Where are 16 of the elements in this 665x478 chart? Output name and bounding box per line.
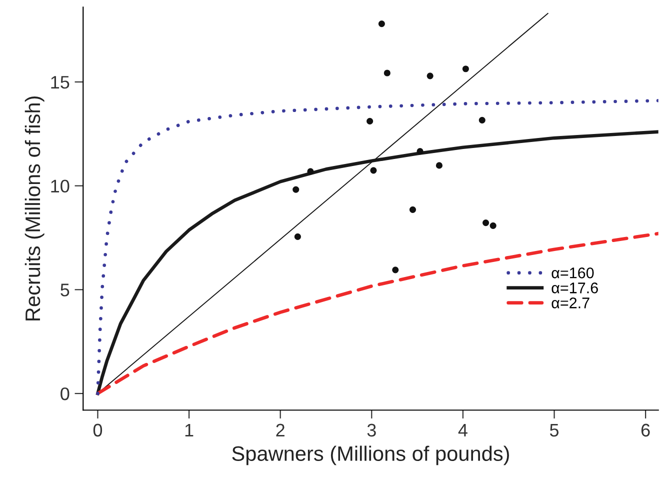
legend-label: α=17.6: [552, 282, 598, 294]
y-tick-label: 10: [51, 180, 70, 193]
x-tick-label: 1: [185, 424, 194, 436]
x-tick-label: 6: [641, 424, 650, 437]
x-tick-label: 5: [550, 424, 559, 437]
x-axis-title: Spawners (Millions of pounds): [232, 446, 509, 466]
y-axis-title: Recruits (Millions of fish): [24, 96, 44, 320]
legend-label: α=160: [552, 268, 594, 278]
y-tick-label: 5: [60, 284, 70, 296]
y-tick-label: 15: [51, 76, 70, 89]
x-tick-label: 3: [367, 424, 376, 437]
legend-label: α=2.7: [552, 298, 590, 308]
y-tick-label: 0: [60, 387, 70, 400]
x-tick-label: 4: [458, 424, 468, 436]
x-tick-label: 2: [276, 424, 284, 436]
x-tick-label: 0: [93, 424, 102, 437]
